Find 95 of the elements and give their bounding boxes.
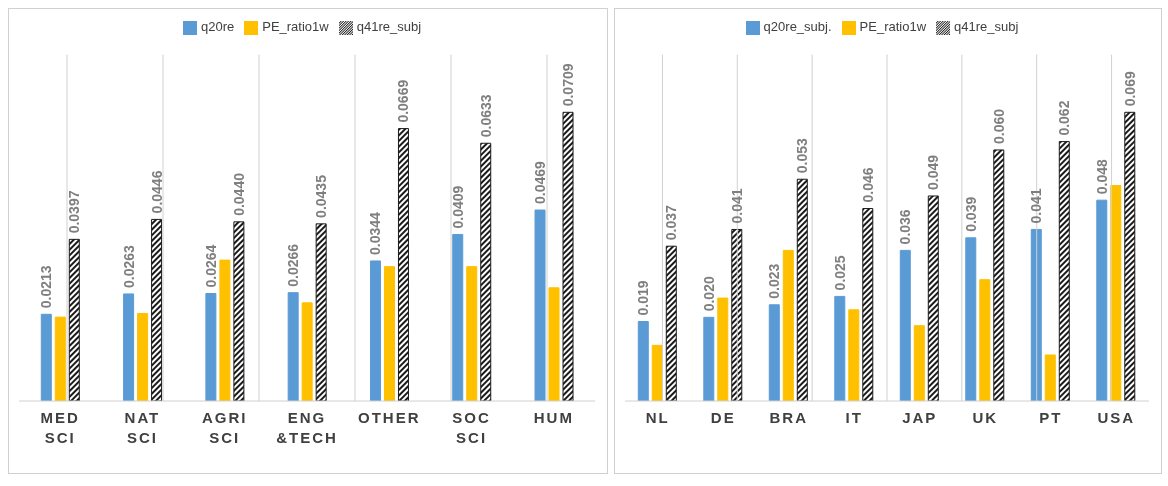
- bar: [782, 249, 794, 401]
- bar: [68, 238, 80, 401]
- bar: [383, 266, 395, 401]
- bar: [1058, 141, 1070, 401]
- data-label: 0.0469: [532, 160, 549, 205]
- x-tick-label: HUM: [533, 409, 574, 426]
- x-tick-label: JAP: [902, 409, 938, 426]
- data-label: 0.020: [700, 276, 717, 312]
- bar: [862, 208, 874, 401]
- bar: [452, 233, 464, 401]
- x-tick-label: MED SCI: [40, 409, 80, 446]
- bar: [219, 259, 231, 401]
- data-label: 0.036: [897, 209, 914, 245]
- bar: [480, 142, 492, 401]
- bar: [834, 295, 846, 401]
- x-tick-label: USA: [1097, 409, 1136, 426]
- bar: [548, 287, 560, 401]
- data-label: 0.049: [925, 154, 942, 190]
- bar: [1110, 185, 1122, 401]
- bar: [534, 209, 546, 401]
- bar: [233, 221, 245, 401]
- data-label: 0.0213: [38, 265, 55, 309]
- data-label: 0.060: [990, 108, 1007, 144]
- data-label: 0.046: [859, 167, 876, 203]
- bar: [899, 249, 911, 401]
- legend-label: q41re_subj: [356, 19, 422, 34]
- bar: [369, 260, 381, 401]
- bar: [397, 128, 409, 401]
- x-tick-label: OTHER: [358, 409, 421, 426]
- bar: [796, 178, 808, 401]
- data-label: 0.0446: [148, 170, 165, 214]
- data-label: 0.0709: [560, 63, 577, 107]
- bar: [717, 297, 729, 401]
- data-label: 0.0633: [477, 94, 494, 138]
- bar: [137, 312, 149, 401]
- data-label: 0.019: [635, 280, 652, 316]
- data-label: 0.041: [1028, 188, 1045, 224]
- legend-label: PE_ratio1w: [859, 19, 927, 34]
- data-label: 0.0344: [367, 211, 384, 255]
- data-label: 0.039: [962, 196, 979, 232]
- bar: [1030, 228, 1042, 401]
- bar: [848, 309, 860, 401]
- bar: [123, 293, 135, 401]
- data-label: 0.041: [728, 188, 745, 224]
- bar: [466, 266, 478, 401]
- bar: [979, 279, 991, 401]
- data-label: 0.0263: [120, 244, 137, 288]
- data-label: 0.0397: [66, 190, 83, 234]
- x-tick-label: IT: [845, 409, 863, 426]
- bar: [665, 245, 677, 401]
- bar: [151, 218, 163, 401]
- data-label: 0.025: [831, 255, 848, 291]
- bar: [1096, 199, 1108, 401]
- bar: [562, 111, 574, 401]
- bar: [913, 325, 925, 401]
- x-tick-label: SOC SCI: [452, 409, 491, 446]
- legend-label: PE_ratio1w: [262, 19, 329, 34]
- x-tick-label: DE: [710, 409, 736, 426]
- bar: [301, 302, 313, 401]
- x-tick-label: PT: [1039, 409, 1063, 426]
- bar: [637, 321, 649, 401]
- x-tick-label: BRA: [769, 409, 808, 426]
- bar: [205, 293, 217, 401]
- bar: [287, 292, 299, 401]
- data-label: 0.0266: [285, 243, 302, 287]
- bar: [768, 304, 780, 401]
- legend-label: q20re: [200, 19, 235, 34]
- legend-label: q41re_subj: [954, 19, 1019, 34]
- bar: [731, 228, 743, 401]
- data-label: 0.062: [1056, 100, 1073, 136]
- data-label: 0.0264: [202, 244, 219, 288]
- x-tick-label: AGRI SCI: [201, 409, 248, 446]
- bar: [703, 316, 715, 401]
- bar: [927, 195, 939, 401]
- data-label: 0.037: [663, 204, 680, 241]
- bar: [965, 237, 977, 401]
- bar: [993, 149, 1005, 401]
- bar: [54, 316, 66, 401]
- x-tick-label: UK: [972, 409, 999, 426]
- x-tick-label: NL: [645, 409, 670, 426]
- data-label: 0.0440: [230, 172, 247, 216]
- bar: [1124, 111, 1136, 401]
- data-label: 0.069: [1121, 71, 1138, 107]
- data-label: 0.053: [794, 138, 811, 174]
- bar: [315, 223, 327, 401]
- data-label: 0.023: [766, 263, 783, 299]
- x-tick-label: NAT SCI: [124, 409, 161, 446]
- bar: [40, 313, 52, 401]
- bar: [1044, 354, 1056, 401]
- data-label: 0.048: [1093, 158, 1110, 195]
- data-label: 0.0669: [395, 79, 412, 123]
- legend-label: q20re_subj.: [763, 19, 832, 34]
- x-tick-label: ENG &TECH: [276, 409, 338, 446]
- data-label: 0.0435: [313, 174, 330, 218]
- data-label: 0.0409: [449, 185, 466, 229]
